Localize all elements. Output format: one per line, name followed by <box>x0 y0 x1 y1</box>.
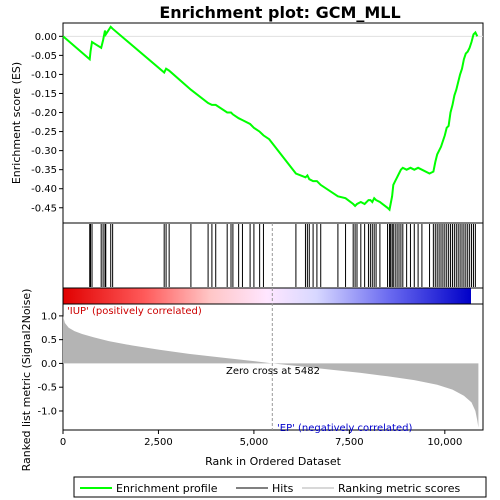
es-y-axis-title: Enrichment score (ES) <box>10 62 23 184</box>
x-tick-label: 5,000 <box>240 437 269 448</box>
legend-metric-label: Ranking metric scores <box>338 482 460 495</box>
positive-correlation-label: 'IUP' (positively correlated) <box>67 306 202 317</box>
es-y-tick-label: -0.20 <box>31 108 57 119</box>
es-y-tick-label: -0.40 <box>31 184 57 195</box>
rank-y-tick-label: -0.5 <box>37 383 57 394</box>
x-axis-title: Rank in Ordered Dataset <box>205 455 342 468</box>
rank-y-axis-title: Ranked list metric (Signal2Noise) <box>20 289 33 472</box>
es-y-tick-label: -0.45 <box>31 203 57 214</box>
legend-frame <box>73 476 487 498</box>
zero-cross-label: Zero cross at 5482 <box>226 366 320 377</box>
es-y-tick-label: -0.30 <box>31 146 57 157</box>
rank-panel: 1.0 0.5 0.0 -0.5 -1.0 'IUP' (positively corr… <box>20 223 484 472</box>
x-tick-label: 7,500 <box>335 437 364 448</box>
es-y-tick-label: 0.00 <box>35 32 57 43</box>
x-tick-label: 0 <box>60 437 66 448</box>
hits-panel <box>62 222 484 289</box>
es-y-tick-label: -0.05 <box>31 51 57 62</box>
x-axis: 0 2,500 5,000 7,500 10,000 <box>60 430 462 448</box>
legend-profile-label: Enrichment profile <box>116 482 218 495</box>
rank-y-axis: 1.0 0.5 0.0 -0.5 -1.0 <box>37 311 63 417</box>
rank-y-tick-label: 1.0 <box>41 311 57 322</box>
es-y-tick-label: -0.25 <box>31 127 57 138</box>
rank-y-tick-label: -1.0 <box>37 406 57 417</box>
es-panel-frame <box>62 22 484 224</box>
ranking-metric-area <box>63 315 479 428</box>
enrichment-profile-line <box>62 25 479 212</box>
chart-title: Enrichment plot: GCM_MLL <box>159 3 400 22</box>
x-tick-label: 2,500 <box>144 437 173 448</box>
rank-y-tick-label: 0.5 <box>41 335 57 346</box>
es-y-tick-label: -0.15 <box>31 89 57 100</box>
es-y-tick-label: -0.10 <box>31 70 57 81</box>
es-y-tick-label: -0.35 <box>31 165 57 176</box>
hit-lines <box>89 224 476 287</box>
negative-correlation-label: 'EP' (negatively correlated) <box>277 423 412 434</box>
rank-y-tick-label: 0.0 <box>41 359 57 370</box>
legend: Enrichment profile Hits Ranking metric s… <box>73 476 487 498</box>
es-panel: 0.00 -0.05 -0.10 -0.15 -0.20 -0.25 -0.30 -0.35 -… <box>10 22 484 224</box>
color-bar <box>62 287 484 305</box>
x-tick-label: 10,000 <box>427 437 462 448</box>
hits-panel-frame <box>62 222 484 289</box>
es-y-axis: 0.00 -0.05 -0.10 -0.15 -0.20 -0.25 -0.30 -0.35 -… <box>31 32 63 214</box>
legend-hits-label: Hits <box>272 482 294 495</box>
rank-color-bar <box>63 288 471 304</box>
